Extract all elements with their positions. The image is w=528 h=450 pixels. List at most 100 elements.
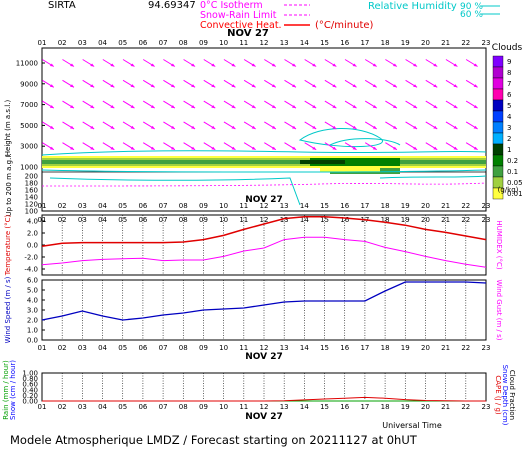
date-label-wind: NOV 27 [245, 352, 283, 362]
precip-tick-label: 1.00 [22, 370, 38, 378]
hour-tick-label: 16 [340, 403, 349, 411]
hour-tick-label: 13 [280, 39, 289, 47]
colorbar-swatch [492, 132, 504, 145]
wind-arrowhead [433, 105, 438, 109]
hour-tick-label: 01 [38, 216, 47, 224]
hour-tick-label: 04 [98, 344, 107, 352]
colorbar-label: 7 [507, 80, 511, 88]
wind-arrowhead [251, 105, 256, 109]
wind-arrowhead [170, 63, 175, 67]
hour-tick-label: 06 [138, 216, 147, 224]
precip-ylabel: Snow (cm / hour) [9, 360, 17, 420]
hour-tick-label: 09 [199, 344, 208, 352]
station-coords: 94.69347 [148, 0, 196, 11]
precip-ylabel-right: Snow Depth (cm) [501, 365, 509, 426]
hour-tick-label: 17 [360, 403, 369, 411]
hour-tick-label: 08 [179, 216, 188, 224]
wind-arrowhead [49, 84, 54, 88]
precip-tick-label: 0.80 [22, 375, 38, 383]
hour-tick-label: 11 [239, 344, 248, 352]
colorbar-swatch [492, 154, 504, 167]
wind-tick-label: 0.0 [27, 337, 38, 345]
colorbar-label: 0.01 [507, 190, 523, 198]
wind-tick-label: 2.0 [27, 317, 38, 325]
wind-arrowhead [473, 105, 478, 109]
wind-arrowhead [453, 146, 458, 150]
colorbar-label: 2 [507, 135, 511, 143]
wind-arrowhead [110, 84, 115, 88]
cloud-band-lower-light [320, 166, 380, 172]
wind-arrowhead [473, 125, 478, 129]
temperature-ylabel: Temperature (°C) [4, 215, 12, 277]
precipitation-panel-frame [41, 372, 487, 402]
height-tick-label: 7000 [20, 101, 38, 109]
hour-tick-label: 23 [482, 403, 491, 411]
wind-arrowhead [69, 105, 74, 109]
wind-arrowhead [473, 146, 478, 150]
colorbar-label: 1 [507, 146, 511, 154]
low-height-tick-label: 200 [25, 173, 38, 181]
hour-tick-label: 05 [118, 39, 127, 47]
colorbar-label: 8 [507, 69, 511, 77]
hour-tick-label: 08 [179, 344, 188, 352]
wind-arrowhead [130, 84, 135, 88]
wind-arrowhead [191, 84, 196, 88]
rh-contour-60 [298, 128, 383, 148]
wind-arrowhead [49, 105, 54, 109]
hour-tick-label: 06 [138, 403, 147, 411]
wind-arrowhead [170, 105, 175, 109]
hour-tick-label: 09 [199, 39, 208, 47]
hour-tick-label: 01 [38, 39, 47, 47]
wind-arrowhead [392, 146, 397, 150]
wind-arrowhead [271, 84, 276, 88]
station-name: SIRTA [48, 0, 76, 11]
wind-arrowhead [211, 84, 216, 88]
cape-line [42, 396, 486, 402]
hour-tick-label: 22 [461, 344, 470, 352]
wind-arrowhead [332, 63, 337, 67]
wind-arrowhead [352, 84, 357, 88]
wind-arrowhead [392, 84, 397, 88]
hour-tick-label: 19 [401, 403, 410, 411]
cloud-panel: 1100090007000500030001000200180160140120… [16, 47, 490, 216]
wind-arrowhead [170, 125, 175, 129]
wind-arrowhead [312, 84, 317, 88]
hour-tick-label: 09 [199, 403, 208, 411]
rh-value: 90 % [460, 2, 483, 12]
hour-tick-label: 11 [239, 403, 248, 411]
hour-tick-label: 18 [381, 39, 390, 47]
height-tick-label: 11000 [16, 60, 38, 68]
hour-tick-label: 07 [159, 403, 168, 411]
wind-arrowhead [211, 105, 216, 109]
hour-tick-label: 21 [441, 202, 450, 210]
hour-tick-label: 05 [118, 216, 127, 224]
colorbar-unit: (g/kg) [498, 186, 519, 194]
hour-tick-label: 21 [441, 216, 450, 224]
hour-tick-label: 12 [260, 39, 269, 47]
height-tick-label: 9000 [20, 80, 38, 88]
hour-tick-label: 18 [381, 216, 390, 224]
hour-tick-label: 14 [300, 216, 309, 224]
wind-ylabel: Wind Speed (m / s) [4, 276, 12, 343]
humidex-line [41, 236, 487, 268]
wind-arrowhead [49, 125, 54, 129]
temperature-tick-label: 0.0 [27, 242, 38, 250]
wind-arrowhead [211, 63, 216, 67]
hour-tick-label: 13 [280, 202, 289, 210]
hour-tick-label: 09 [199, 202, 208, 210]
hour-tick-label: 11 [239, 202, 248, 210]
hour-tick-label: 05 [118, 403, 127, 411]
hour-tick-label: 02 [58, 39, 67, 47]
legend-label: Convective Heat. [200, 20, 282, 31]
precip-tick-label: 0.60 [22, 381, 38, 389]
colorbar-swatch [492, 121, 504, 134]
colorbar-label: 9 [507, 58, 511, 66]
wind-arrowhead [150, 105, 155, 109]
wind-arrowhead [251, 125, 256, 129]
hour-tick-label: 03 [78, 202, 87, 210]
hour-tick-label: 17 [360, 202, 369, 210]
humidex-ylabel: HUMIDEX (°C) [495, 220, 503, 269]
